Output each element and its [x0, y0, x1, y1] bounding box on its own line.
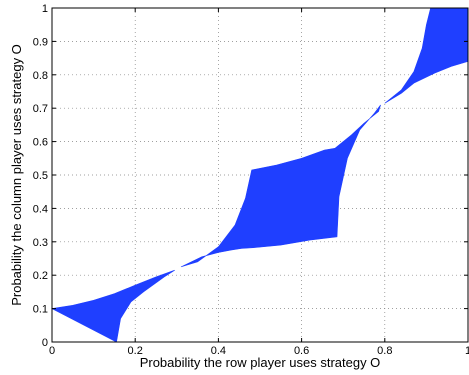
- region-2: [180, 104, 381, 268]
- y-tick-label: 0.8: [33, 70, 48, 82]
- y-tick-label: 0.4: [33, 203, 48, 215]
- y-tick-label: 0: [42, 337, 48, 349]
- x-tick-label: 0.8: [377, 345, 392, 357]
- x-tick-label: 0: [49, 345, 55, 357]
- shaded-regions: [51, 7, 469, 343]
- y-tick-label: 1: [42, 3, 48, 15]
- x-axis-label: Probability the row player uses strategy…: [140, 355, 381, 370]
- x-tick-label: 0.2: [128, 345, 143, 357]
- x-tick-label: 0.4: [211, 345, 226, 357]
- x-tick-label: 0.6: [294, 345, 309, 357]
- x-tick-label: 1: [465, 345, 469, 357]
- y-tick-label: 0.1: [33, 304, 48, 316]
- y-tick-label: 0.3: [33, 237, 48, 249]
- y-tick-label: 0.9: [33, 36, 48, 48]
- y-tick-label: 0.7: [33, 103, 48, 115]
- y-tick-label: 0.6: [33, 137, 48, 149]
- y-tick-label: 0.5: [33, 170, 48, 182]
- region-1: [51, 269, 175, 343]
- y-tick-label: 0.2: [33, 270, 48, 282]
- axis-ticks: 0 0.2 0.4 0.6 0.8 1 0 0.1 0.2 0.3 0.4 0.5 0.6 0.7 0.8 0…: [33, 3, 469, 357]
- y-axis-label: Probability the column player uses strat…: [9, 44, 24, 306]
